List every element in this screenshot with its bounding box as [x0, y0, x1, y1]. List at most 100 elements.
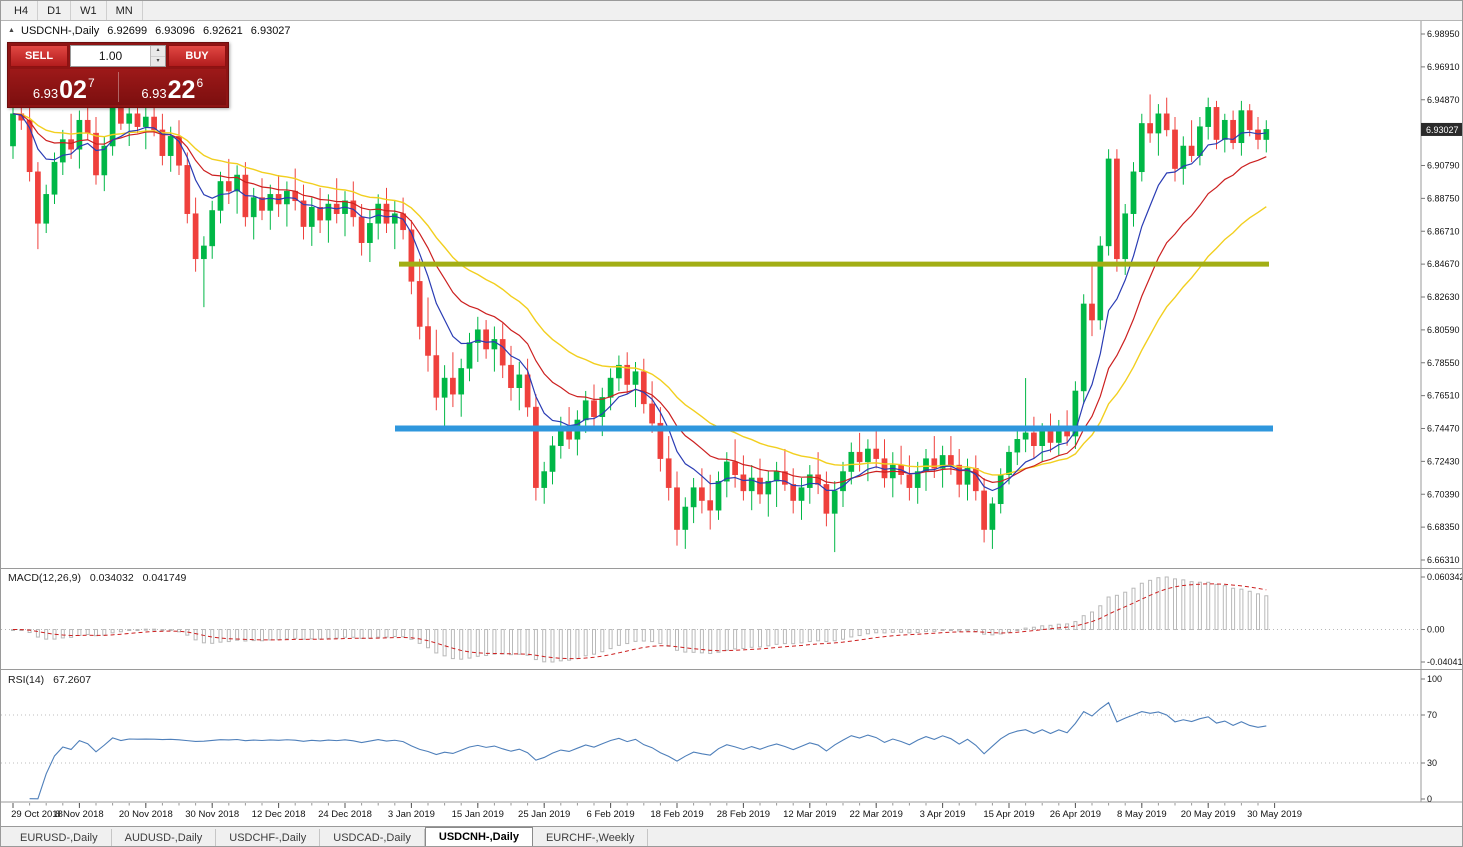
svg-text:6.94870: 6.94870	[1427, 95, 1460, 105]
chart-tab-eurchf-weekly[interactable]: EURCHF-,Weekly	[533, 829, 649, 846]
sell-price[interactable]: 6.93 02 7	[10, 69, 118, 105]
svg-text:0: 0	[1427, 794, 1432, 804]
svg-text:6.82630: 6.82630	[1427, 292, 1460, 302]
buy-price-big-digits: 22	[167, 76, 196, 104]
volume-increase-button[interactable]: ▴	[151, 46, 165, 57]
svg-text:30: 30	[1427, 758, 1437, 768]
macd-main-value: 0.034032	[89, 572, 134, 584]
buy-price-prefix: 6.93	[141, 86, 167, 101]
sell-price-prefix: 6.93	[32, 86, 59, 101]
svg-text:6.78550: 6.78550	[1427, 358, 1460, 368]
timeframe-toolbar: H4 D1 W1 MN	[1, 1, 1462, 21]
buy-price[interactable]: 6.93 22 6	[119, 69, 227, 105]
svg-text:24 Dec 2018: 24 Dec 2018	[318, 809, 372, 820]
volume-spinner: ▴ ▾	[150, 46, 165, 66]
svg-text:20 May 2019: 20 May 2019	[1181, 809, 1236, 820]
timeframe-button-mn[interactable]: MN	[107, 1, 143, 20]
svg-text:6.80590: 6.80590	[1427, 325, 1460, 335]
chart-tab-eurusd-daily[interactable]: EURUSD-,Daily	[7, 829, 112, 846]
svg-text:100: 100	[1427, 674, 1442, 684]
ohlc-close: 6.93027	[250, 25, 291, 37]
svg-text:18 Feb 2019: 18 Feb 2019	[650, 809, 703, 820]
svg-text:8 May 2019: 8 May 2019	[1117, 809, 1167, 820]
chart-window: 6.989506.969106.948706.928306.907906.887…	[1, 21, 1463, 826]
chart-canvas[interactable]: 6.989506.969106.948706.928306.907906.887…	[1, 21, 1463, 826]
svg-text:6.88750: 6.88750	[1427, 193, 1460, 203]
svg-text:22 Mar 2019: 22 Mar 2019	[850, 809, 903, 820]
svg-text:6 Feb 2019: 6 Feb 2019	[587, 809, 635, 820]
svg-text:6.96910: 6.96910	[1427, 62, 1460, 72]
svg-text:6.98950: 6.98950	[1427, 29, 1460, 39]
svg-text:28 Feb 2019: 28 Feb 2019	[717, 809, 770, 820]
ohlc-open: 6.92699	[107, 25, 148, 37]
svg-text:6.72430: 6.72430	[1427, 456, 1460, 466]
svg-text:6.93027: 6.93027	[1426, 125, 1459, 135]
chart-tab-usdcnh-daily[interactable]: USDCNH-,Daily	[424, 827, 533, 846]
one-click-panel-toggle-icon[interactable]: ▲	[8, 27, 15, 34]
svg-text:6.70390: 6.70390	[1427, 489, 1460, 499]
chart-tab-usdcad-daily[interactable]: USDCAD-,Daily	[320, 829, 425, 846]
svg-text:-0.040411: -0.040411	[1427, 657, 1463, 667]
buy-price-point-digit: 6	[196, 76, 204, 90]
buy-button[interactable]: BUY	[168, 45, 226, 67]
macd-name: MACD(12,26,9)	[8, 572, 81, 584]
volume-field[interactable]: 1.00 ▴ ▾	[70, 45, 166, 67]
chart-tab-bar: EURUSD-,Daily AUDUSD-,Daily USDCHF-,Daily U…	[1, 826, 1462, 846]
svg-text:15 Apr 2019: 15 Apr 2019	[983, 809, 1034, 820]
svg-text:29 Oct 2018: 29 Oct 2018	[11, 809, 63, 820]
sell-price-point-digit: 7	[87, 76, 95, 90]
ma-slow-line	[12, 113, 1267, 476]
volume-decrease-button[interactable]: ▾	[151, 56, 165, 66]
svg-text:20 Nov 2018: 20 Nov 2018	[119, 809, 173, 820]
chart-tab-audusd-daily[interactable]: AUDUSD-,Daily	[112, 829, 217, 846]
svg-text:3 Apr 2019: 3 Apr 2019	[920, 809, 966, 820]
one-click-trade-panel: SELL 1.00 ▴ ▾ BUY 6.93 02 7	[7, 42, 229, 108]
svg-text:6.84670: 6.84670	[1427, 259, 1460, 269]
current-price-tag: 6.93027	[1421, 122, 1462, 136]
svg-text:6.66310: 6.66310	[1427, 555, 1460, 565]
volume-value[interactable]: 1.00	[98, 49, 123, 63]
trade-panel-prices: 6.93 02 7 6.93 22 6	[10, 69, 226, 105]
svg-text:6.68350: 6.68350	[1427, 522, 1460, 532]
price-axis: 6.989506.969106.948706.928306.907906.887…	[1420, 21, 1460, 802]
trade-panel-controls: SELL 1.00 ▴ ▾ BUY	[10, 45, 226, 67]
svg-text:30 May 2019: 30 May 2019	[1247, 809, 1302, 820]
macd-indicator-label: MACD(12,26,9) 0.034032 0.041749	[8, 572, 186, 584]
ma-fast-line	[12, 113, 1267, 492]
svg-text:6.74470: 6.74470	[1427, 424, 1460, 434]
symbol-timeframe-label: USDCNH-,Daily	[21, 25, 100, 37]
sell-price-big-digits: 02	[59, 76, 87, 104]
macd-signal-value: 0.041749	[142, 572, 187, 584]
svg-text:12 Dec 2018: 12 Dec 2018	[252, 809, 306, 820]
svg-text:26 Apr 2019: 26 Apr 2019	[1050, 809, 1101, 820]
svg-text:6.90790: 6.90790	[1427, 161, 1460, 171]
svg-text:0.00: 0.00	[1427, 625, 1445, 635]
timeframe-button-w1[interactable]: W1	[71, 1, 107, 20]
pane-separators	[1, 568, 1462, 803]
candles	[10, 91, 1270, 553]
svg-text:6.76510: 6.76510	[1427, 391, 1460, 401]
timeframe-button-h4[interactable]: H4	[5, 1, 39, 20]
svg-text:12 Mar 2019: 12 Mar 2019	[783, 809, 836, 820]
svg-text:0.060342: 0.060342	[1427, 572, 1463, 582]
rsi-pane: 100 70 30 0	[1, 674, 1442, 804]
svg-text:8 Nov 2018: 8 Nov 2018	[55, 809, 104, 820]
svg-text:30 Nov 2018: 30 Nov 2018	[185, 809, 239, 820]
ohlc-low: 6.92621	[202, 25, 243, 37]
svg-text:6.86710: 6.86710	[1427, 226, 1460, 236]
chart-title: ▲ USDCNH-,Daily 6.92699 6.93096 6.92621 …	[8, 25, 291, 37]
ohlc-high: 6.93096	[155, 25, 195, 37]
rsi-indicator-label: RSI(14) 67.2607	[8, 674, 91, 686]
svg-text:25 Jan 2019: 25 Jan 2019	[518, 809, 570, 820]
chart-tab-usdchf-daily[interactable]: USDCHF-,Daily	[216, 829, 321, 846]
rsi-name: RSI(14)	[8, 674, 45, 686]
rsi-value: 67.2607	[53, 674, 92, 686]
timeframe-button-d1[interactable]: D1	[38, 1, 72, 20]
price-divider	[117, 72, 119, 102]
macd-pane: 0.060342 0.00 -0.040411	[1, 572, 1463, 667]
svg-text:70: 70	[1427, 710, 1437, 720]
svg-text:15 Jan 2019: 15 Jan 2019	[452, 809, 504, 820]
sell-button[interactable]: SELL	[10, 45, 68, 67]
